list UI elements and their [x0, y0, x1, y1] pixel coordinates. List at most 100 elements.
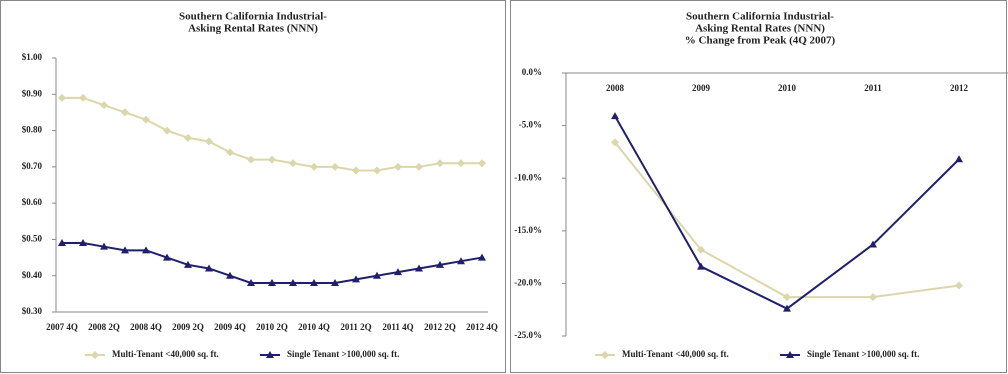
- marker: [783, 304, 791, 312]
- marker: [352, 166, 360, 175]
- marker: [478, 159, 486, 168]
- x-tick-label: 2010 4Q: [298, 322, 330, 332]
- y-tick-label: $1.00: [22, 52, 43, 62]
- marker: [783, 293, 791, 302]
- marker: [58, 93, 66, 102]
- marker: [121, 246, 129, 254]
- x-tick-label: 2008 4Q: [130, 322, 162, 332]
- y-tick-label: $0.70: [22, 161, 43, 171]
- chart-title: Southern California Industrial-: [686, 11, 834, 23]
- y-tick-label: -5.0%: [519, 120, 542, 130]
- legend-label: Multi-Tenant <40,000 sq. ft.: [112, 349, 219, 359]
- marker: [266, 351, 274, 358]
- series-line: [614, 141, 960, 299]
- y-tick-label: $0.30: [22, 306, 43, 316]
- legend-label: Multi-Tenant <40,000 sq. ft.: [622, 349, 729, 359]
- marker: [121, 108, 129, 117]
- marker: [415, 162, 423, 171]
- x-tick-label: 2010: [778, 83, 797, 93]
- series-line: [614, 115, 960, 310]
- marker: [58, 239, 66, 247]
- marker: [247, 155, 255, 164]
- marker: [457, 159, 465, 168]
- marker: [352, 275, 360, 283]
- y-tick-label: -15.0%: [514, 225, 542, 235]
- y-tick-label: $0.80: [22, 125, 43, 135]
- x-tick-label: 2012 4Q: [466, 322, 498, 332]
- marker: [163, 126, 171, 135]
- marker: [226, 271, 234, 279]
- marker: [184, 260, 192, 268]
- marker: [331, 278, 339, 286]
- marker: [394, 162, 402, 171]
- marker: [163, 253, 171, 261]
- marker: [142, 246, 150, 254]
- x-tick-label: 2012 2Q: [424, 322, 456, 332]
- marker: [394, 268, 402, 276]
- chart: Southern California Industrial-Asking Re…: [0, 0, 506, 373]
- marker: [436, 159, 444, 168]
- y-tick-label: 0.0%: [522, 67, 542, 77]
- marker: [955, 281, 963, 290]
- y-tick-label: -10.0%: [514, 172, 542, 182]
- y-tick-label: -20.0%: [514, 277, 542, 287]
- marker: [373, 271, 381, 279]
- marker: [289, 278, 297, 286]
- marker: [205, 137, 213, 146]
- y-tick-label: $0.60: [22, 197, 43, 207]
- marker: [415, 264, 423, 272]
- y-tick-label: $0.90: [22, 88, 43, 98]
- marker: [611, 112, 619, 120]
- chart-title: % Change from Peak (4Q 2007): [685, 35, 836, 47]
- marker: [79, 93, 87, 102]
- x-tick-label: 2009: [692, 83, 711, 93]
- y-tick-label: $0.40: [22, 270, 43, 280]
- marker: [268, 278, 276, 286]
- x-tick-label: 2011 4Q: [382, 322, 413, 332]
- marker: [697, 245, 705, 254]
- y-tick-label: -25.0%: [514, 330, 542, 340]
- marker: [247, 278, 255, 286]
- legend-label: Single Tenant >100,000 sq. ft.: [807, 349, 919, 359]
- x-tick-label: 2009 4Q: [214, 322, 246, 332]
- panel-border: [510, 0, 1007, 373]
- marker: [869, 293, 877, 302]
- marker: [100, 242, 108, 250]
- chart-title: Southern California Industrial-: [179, 11, 327, 23]
- legend-label: Single Tenant >100,000 sq. ft.: [287, 349, 399, 359]
- marker: [373, 166, 381, 175]
- marker: [289, 159, 297, 168]
- x-tick-label: 2011 2Q: [340, 322, 371, 332]
- marker: [310, 278, 318, 286]
- marker: [100, 101, 108, 110]
- marker: [601, 351, 609, 359]
- marker: [268, 155, 276, 164]
- chart-title: Asking Rental Rates (NNN): [695, 23, 825, 35]
- marker: [142, 115, 150, 124]
- x-tick-label: 2008 2Q: [88, 322, 120, 332]
- marker: [205, 264, 213, 272]
- marker: [226, 148, 234, 157]
- x-tick-label: 2009 2Q: [172, 322, 204, 332]
- y-tick-label: $0.50: [22, 233, 43, 243]
- marker: [611, 138, 619, 147]
- chart-title: Asking Rental Rates (NNN): [188, 23, 318, 35]
- marker: [184, 133, 192, 142]
- marker: [955, 155, 963, 163]
- marker: [478, 253, 486, 261]
- x-tick-label: 2008: [606, 83, 625, 93]
- marker: [786, 351, 794, 358]
- marker: [697, 262, 705, 270]
- x-tick-label: 2011: [864, 83, 882, 93]
- chart: Southern California Industrial-Asking Re…: [510, 0, 1008, 373]
- marker: [457, 257, 465, 265]
- marker: [869, 240, 877, 248]
- marker: [436, 260, 444, 268]
- panel-border: [0, 0, 506, 373]
- marker: [310, 162, 318, 171]
- marker: [79, 239, 87, 247]
- marker: [331, 162, 339, 171]
- x-tick-label: 2007 4Q: [46, 322, 78, 332]
- x-tick-label: 2010 2Q: [256, 322, 288, 332]
